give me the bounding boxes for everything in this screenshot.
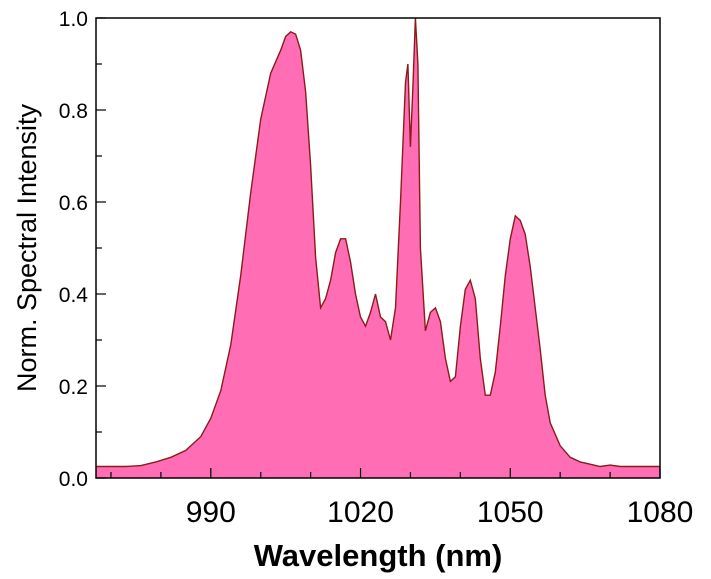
- x-axis-tick-labels: 990 1020 1050 1080: [186, 496, 694, 529]
- y-tick-label: 0.2: [59, 376, 88, 399]
- y-tick-label: 1.0: [59, 8, 88, 31]
- y-tick-label: 0.6: [59, 192, 88, 215]
- x-axis-title: Wavelength (nm): [254, 538, 503, 573]
- x-tick-label: 1080: [627, 496, 694, 529]
- spectrum-area-fill: [96, 18, 660, 478]
- y-tick-label: 0.8: [59, 100, 88, 123]
- plot-area: [96, 17, 660, 478]
- x-tick-label: 1020: [327, 496, 394, 529]
- spectrum-line: [96, 17, 660, 468]
- x-tick-label: 990: [186, 496, 236, 529]
- y-tick-label: 0.4: [59, 284, 89, 307]
- y-axis-ticks: [96, 17, 106, 479]
- x-axis-ticks: [110, 468, 661, 478]
- y-tick-label: 0.0: [59, 468, 88, 491]
- y-axis-title: Norm. Spectral Intensity: [12, 103, 42, 392]
- x-tick-label: 1050: [477, 496, 544, 529]
- y-axis-tick-labels: 0.0 0.2 0.4 0.6 0.8 1.0: [59, 8, 89, 491]
